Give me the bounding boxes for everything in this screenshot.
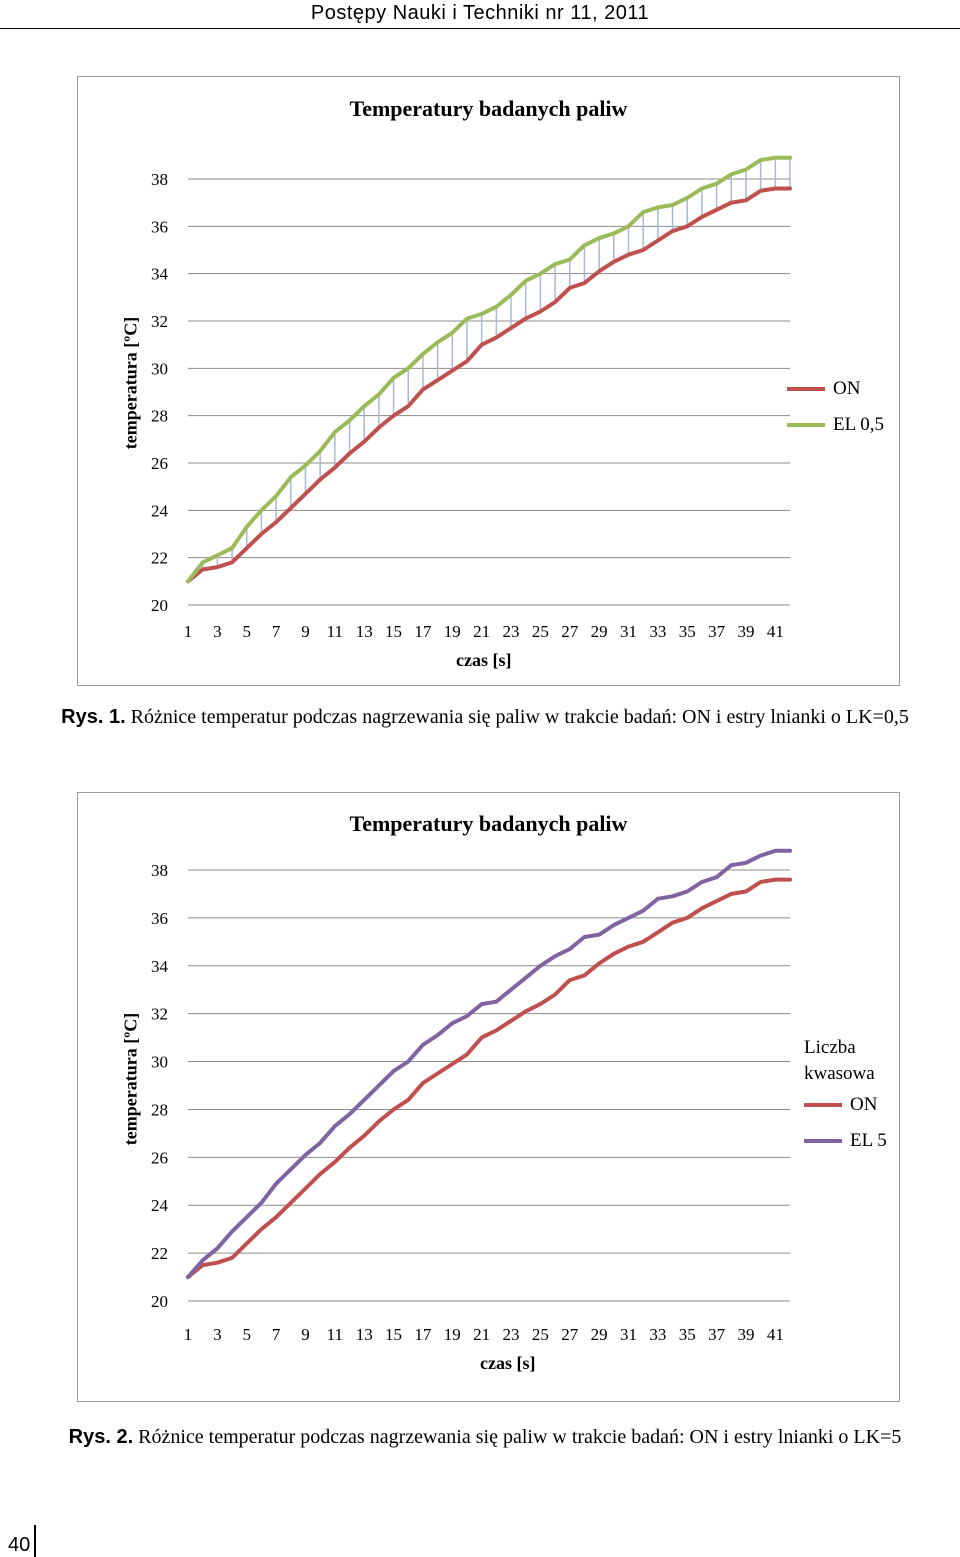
chart-1-x-tick-label: 31 [620, 622, 637, 641]
chart-1-x-tick-label: 17 [414, 622, 432, 641]
legend-swatch-el5 [804, 1139, 842, 1143]
chart-1-x-tick-label: 21 [473, 622, 490, 641]
chart-2-x-tick-label: 25 [532, 1325, 549, 1344]
chart-2-y-tick-label: 30 [151, 1053, 168, 1072]
chart-2-x-tick-label: 23 [503, 1325, 520, 1344]
chart-2-x-tick-label: 11 [327, 1325, 343, 1344]
legend-item-on: ON [787, 371, 884, 407]
chart-1-y-tick-label: 22 [151, 549, 168, 568]
journal-header: Postępy Nauki i Techniki nr 11, 2011 [310, 2, 650, 24]
chart-2-x-axis-label: czas [s] [480, 1353, 536, 1373]
chart-1-y-tick-label: 24 [151, 501, 169, 520]
chart-2-y-tick-label: 36 [151, 909, 168, 928]
caption-1-label: Rys. 1. [61, 706, 126, 728]
legend-item-on-2: ON [804, 1087, 894, 1123]
chart-2-y-tick-label: 32 [151, 1005, 168, 1024]
chart-2-x-tick-label: 33 [649, 1325, 666, 1344]
chart-2-series-1-line [186, 877, 792, 1280]
chart-2-y-tick-label: 24 [151, 1196, 169, 1215]
caption-2-label: Rys. 2. [68, 1426, 134, 1448]
chart-1-y-tick-label: 20 [151, 596, 168, 615]
chart-2-y-tick-label: 20 [151, 1292, 168, 1311]
chart-1-panel: Temperatury badanych paliw temperatura [… [77, 76, 900, 686]
chart-2-y-tick-label: 26 [151, 1148, 168, 1167]
legend-label-on-2: ON [850, 1094, 878, 1115]
legend-label-on: ON [833, 378, 861, 399]
chart-2-x-tick-label: 7 [272, 1325, 281, 1344]
chart-2-y-tick-label: 34 [151, 957, 169, 976]
chart-2-x-tick-label: 5 [242, 1325, 251, 1344]
chart-1-x-tick-label: 9 [301, 622, 310, 641]
chart-1-x-tick-label: 33 [649, 622, 666, 641]
chart-1-x-tick-label: 23 [503, 622, 520, 641]
chart-2-y-tick-label: 38 [151, 861, 168, 880]
chart-1-x-tick-label: 19 [444, 622, 461, 641]
chart-2-series-2-line [186, 848, 792, 1280]
chart-1-x-tick-label: 5 [242, 622, 251, 641]
legend-label-el05: EL 0,5 [833, 414, 885, 435]
chart-1-x-tick-label: 13 [356, 622, 373, 641]
chart-1-series-2-line [186, 155, 792, 584]
page-bar [34, 1525, 36, 1557]
chart-1-y-tick-label: 34 [151, 265, 169, 284]
chart-1-y-tick-label: 38 [151, 170, 168, 189]
chart-2-x-tick-label: 17 [414, 1325, 432, 1344]
chart-2-x-tick-label: 21 [473, 1325, 490, 1344]
chart-1-x-tick-label: 37 [708, 622, 726, 641]
chart-1-x-tick-label: 29 [591, 622, 608, 641]
chart-1-x-tick-label: 15 [385, 622, 402, 641]
page-number: 40 [8, 1534, 31, 1556]
chart-1-x-tick-label: 39 [737, 622, 754, 641]
legend-label-el5: EL 5 [850, 1130, 887, 1151]
chart-1-y-tick-label: 30 [151, 359, 168, 378]
chart-2-y-tick-label: 28 [151, 1100, 168, 1119]
chart-2-x-tick-label: 19 [444, 1325, 461, 1344]
chart-1-x-tick-label: 27 [561, 622, 579, 641]
chart-1-y-tick-label: 36 [151, 217, 168, 236]
chart-2-x-tick-label: 13 [356, 1325, 373, 1344]
legend-swatch-on [787, 387, 825, 391]
chart-1-title: Temperatury badanych paliw [349, 96, 628, 121]
caption-2-text: Różnice temperatur podczas nagrzewania s… [138, 1426, 902, 1448]
chart-2-x-tick-label: 27 [561, 1325, 579, 1344]
chart-1-y-tick-label: 32 [151, 312, 168, 331]
chart-1-y-tick-label: 26 [151, 454, 168, 473]
caption-1-text: Różnice temperatur podczas nagrzewania s… [130, 706, 909, 728]
chart-2-x-tick-label: 31 [620, 1325, 637, 1344]
chart-1-series-1-line [186, 186, 792, 584]
legend-item-el05: EL 0,5 [787, 407, 884, 443]
chart-2-x-tick-label: 29 [591, 1325, 608, 1344]
chart-2-x-tick-label: 9 [301, 1325, 310, 1344]
chart-2-y-tick-label: 22 [151, 1244, 168, 1263]
chart-2-x-tick-label: 39 [737, 1325, 754, 1344]
chart-2-x-tick-label: 3 [213, 1325, 222, 1344]
chart-2-x-tick-label: 41 [767, 1325, 784, 1344]
chart-1-x-axis-label: czas [s] [456, 650, 512, 670]
chart-1-x-tick-label: 41 [767, 622, 784, 641]
chart-1-x-tick-label: 1 [184, 622, 193, 641]
chart-2-title: Temperatury badanych paliw [349, 811, 628, 836]
chart-1-x-tick-label: 35 [679, 622, 696, 641]
chart-2-x-tick-label: 1 [184, 1325, 193, 1344]
chart-2-panel: Temperatury badanych paliw temperatura [… [77, 792, 900, 1402]
caption-2: Rys. 2. Różnice temperatur podczas nagrz… [50, 1424, 920, 1451]
legend-title: Liczba kwasowa [804, 1037, 875, 1084]
chart-2-legend: Liczba kwasowa ON EL 5 [804, 1035, 894, 1159]
chart-2-x-tick-label: 15 [385, 1325, 402, 1344]
chart-1-y-tick-label: 28 [151, 407, 168, 426]
chart-1-x-tick-label: 25 [532, 622, 549, 641]
chart-2-x-tick-label: 35 [679, 1325, 696, 1344]
legend-item-el5: EL 5 [804, 1123, 894, 1159]
chart-1-x-tick-label: 3 [213, 622, 222, 641]
chart-1-x-tick-label: 7 [272, 622, 281, 641]
header-rule [0, 28, 960, 29]
chart-2-x-tick-label: 37 [708, 1325, 726, 1344]
legend-swatch-el05 [787, 423, 825, 427]
chart-1-x-tick-label: 11 [327, 622, 343, 641]
chart-1-legend: ON EL 0,5 [787, 371, 884, 443]
caption-1: Rys. 1. Różnice temperatur podczas nagrz… [50, 704, 920, 731]
legend-swatch-on-2 [804, 1103, 842, 1107]
